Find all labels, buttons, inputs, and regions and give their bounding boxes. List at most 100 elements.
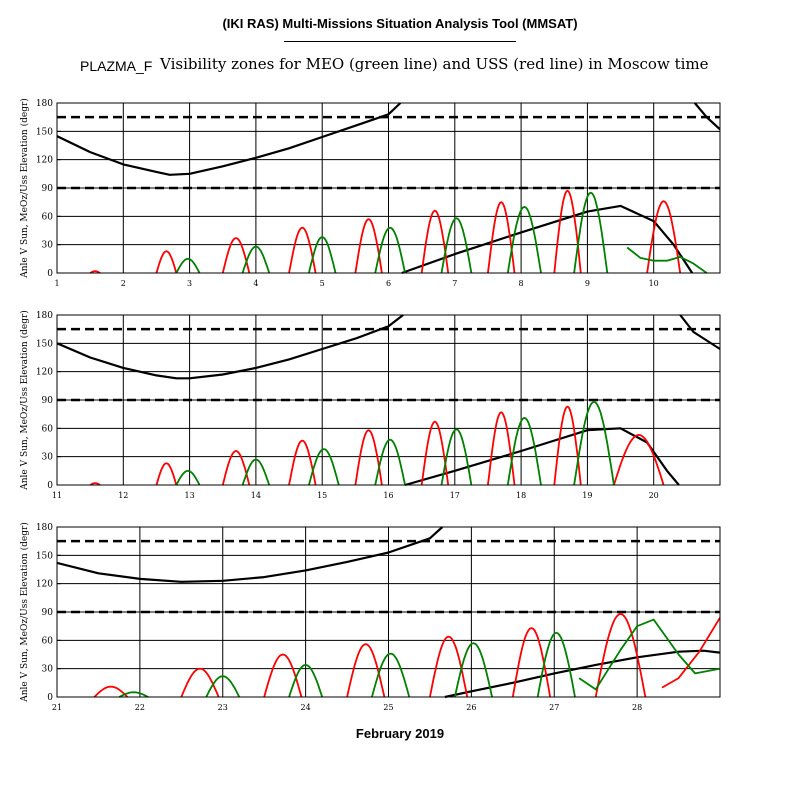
x-tick-label: 12	[118, 491, 128, 500]
meo-elevation-line-pass	[241, 245, 271, 274]
y-tick-label: 180	[36, 311, 53, 321]
y-tick-label: 0	[47, 481, 53, 491]
uss-elevation-line-pass	[221, 237, 251, 274]
uss-elevation-line-pass	[594, 613, 647, 698]
x-tick-label: 24	[301, 703, 311, 712]
y-tick-label: 120	[36, 156, 53, 166]
uss-elevation-line-pass	[487, 411, 516, 486]
spacecraft-tag: PLAZMA_F	[80, 58, 153, 74]
y-tick-label: 90	[42, 184, 54, 194]
meo-elevation-line-pass	[118, 691, 149, 698]
plot-area	[57, 102, 720, 275]
sun-angle-line	[679, 314, 720, 350]
plot-area	[57, 526, 720, 699]
meo-elevation-line-pass	[440, 428, 473, 486]
x-tick-label: 8	[519, 279, 524, 288]
y-tick-label: 150	[36, 339, 53, 349]
x-tick-label: 2	[121, 279, 126, 288]
x-axis-title: February 2019	[355, 726, 445, 741]
uss-elevation-line-pass	[646, 200, 682, 274]
uss-elevation-line-pass	[288, 226, 317, 274]
title-underline	[284, 41, 516, 42]
x-tick-label: 17	[450, 491, 460, 500]
y-tick-label: 30	[42, 453, 54, 463]
meo-elevation-line-pass	[371, 652, 411, 698]
x-tick-label: 1	[54, 279, 59, 288]
sun-angle-line	[401, 204, 694, 275]
uss-elevation-line-pass	[89, 482, 101, 486]
y-tick-label: 30	[42, 241, 54, 251]
uss-elevation-line-pass	[155, 250, 178, 274]
sun-angle-line	[693, 102, 720, 131]
uss-elevation-line-pass	[354, 218, 383, 274]
meo-elevation-line-pass	[506, 206, 542, 274]
x-tick-label: 14	[251, 491, 261, 500]
y-axis-title: Anle V Sun, MeOz/Uss Elevation (degr)	[19, 522, 30, 703]
meo-elevation-line-pass	[175, 257, 201, 274]
x-tick-label: 15	[317, 491, 327, 500]
x-tick-label: 13	[185, 491, 195, 500]
meo-elevation-line-pass	[308, 448, 340, 486]
uss-elevation-line-pass	[553, 189, 582, 274]
meo-elevation-line-pass	[241, 458, 271, 486]
x-tick-label: 20	[649, 491, 659, 500]
uss-elevation-line-pass	[93, 685, 129, 698]
plot-area	[57, 314, 720, 487]
uss-elevation-line-pass	[346, 643, 386, 698]
y-tick-label: 0	[47, 269, 53, 279]
meo-elevation-line-pass	[374, 226, 406, 274]
chart-panel-2: 0 30 60 90 120 150 180 11 12 13 14 15 16 17 18 19 20 Anle…	[19, 310, 721, 500]
meo-elevation-line-pass	[288, 664, 324, 698]
sun-angle-line	[57, 314, 404, 380]
chart-panel-1: 0 30 60 90 120 150 180 1 2 3 4 5 6 7 8 9 10 Anle V Sun, M…	[19, 98, 721, 288]
x-tick-label: 22	[135, 703, 145, 712]
y-tick-label: 30	[42, 665, 54, 675]
uss-elevation-line-pass	[613, 434, 665, 486]
uss-elevation-line-pass	[89, 270, 101, 274]
uss-elevation-line-pass	[180, 667, 220, 698]
y-tick-label: 0	[47, 693, 53, 703]
x-tick-label: 3	[187, 279, 192, 288]
meo-elevation-line-pass	[374, 438, 406, 486]
y-tick-label: 180	[36, 99, 53, 109]
uss-elevation-line-pass	[420, 209, 450, 274]
y-tick-label: 150	[36, 551, 53, 561]
chart-panel-3: 0 30 60 90 120 150 180 21 22 23 24 25 26 27 28 Anle V S…	[19, 522, 721, 712]
y-tick-label: 90	[42, 608, 54, 618]
x-tick-label: 26	[466, 703, 476, 712]
y-tick-label: 60	[42, 424, 54, 434]
x-tick-label: 18	[516, 491, 526, 500]
x-tick-label: 16	[383, 491, 393, 500]
meo-elevation-line-pass	[308, 236, 337, 274]
chart-main-title: (IKI RAS) Multi-Missions Situation Analy…	[222, 16, 578, 31]
x-tick-label: 7	[452, 279, 457, 288]
x-tick-label: 9	[585, 279, 590, 288]
meo-elevation-line	[578, 618, 720, 691]
sun-angle-line	[57, 102, 402, 176]
x-tick-label: 10	[649, 279, 659, 288]
sun-angle-line	[57, 526, 444, 583]
y-tick-label: 120	[36, 368, 53, 378]
y-tick-label: 180	[36, 523, 53, 533]
x-tick-label: 28	[632, 703, 642, 712]
y-tick-label: 90	[42, 396, 54, 406]
uss-elevation-line-pass	[288, 439, 317, 486]
x-tick-label: 19	[582, 491, 592, 500]
meo-elevation-line-pass	[440, 217, 473, 274]
meo-elevation-line-pass	[506, 417, 542, 486]
y-tick-label: 60	[42, 212, 54, 222]
meo-elevation-line-pass	[573, 401, 615, 486]
meo-elevation-line-pass	[175, 469, 201, 486]
uss-elevation-line	[661, 617, 720, 689]
uss-elevation-line-pass	[221, 450, 251, 486]
uss-elevation-line-pass	[420, 420, 450, 486]
y-axis-title: Anle V Sun, MeOz/Uss Elevation (degr)	[19, 310, 30, 491]
chart-subtitle: Visibility zones for MEO (green line) an…	[160, 55, 709, 73]
x-tick-label: 23	[218, 703, 228, 712]
uss-elevation-line-pass	[354, 429, 383, 486]
uss-elevation-line-pass	[155, 462, 178, 486]
uss-elevation-line-pass	[553, 405, 582, 486]
sun-angle-line	[444, 649, 720, 699]
uss-elevation-line-pass	[263, 653, 303, 698]
x-tick-label: 6	[386, 279, 391, 288]
